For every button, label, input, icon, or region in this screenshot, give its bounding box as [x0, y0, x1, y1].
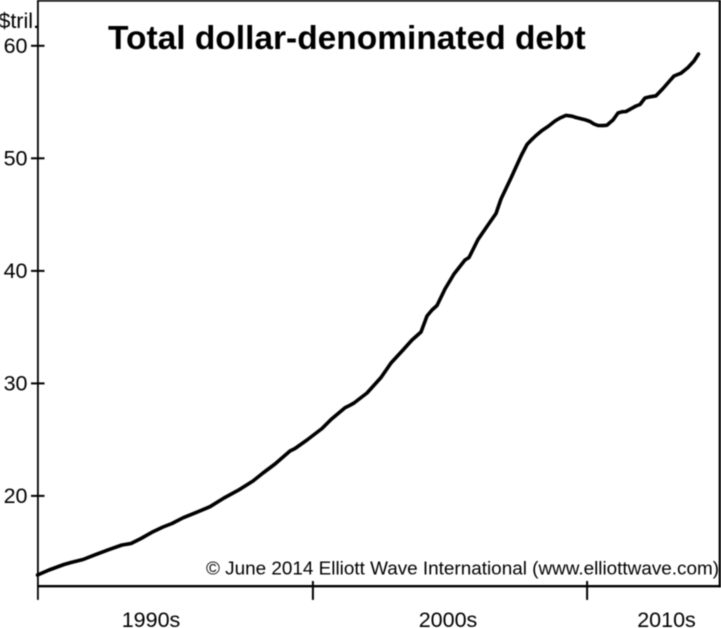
svg-text:Total dollar-denominated debt: Total dollar-denominated debt: [108, 20, 586, 57]
svg-text:50: 50: [4, 147, 28, 171]
svg-text:30: 30: [4, 372, 28, 396]
svg-text:40: 40: [4, 259, 28, 283]
svg-text:60: 60: [4, 34, 28, 58]
svg-text:© June 2014 Elliott Wave Inter: © June 2014 Elliott Wave International (…: [206, 559, 719, 580]
svg-text:$tril.: $tril.: [0, 9, 39, 33]
svg-text:2000s: 2000s: [419, 608, 478, 628]
svg-text:2010s: 2010s: [637, 608, 696, 628]
svg-text:1990s: 1990s: [122, 608, 181, 628]
svg-text:20: 20: [4, 484, 28, 508]
